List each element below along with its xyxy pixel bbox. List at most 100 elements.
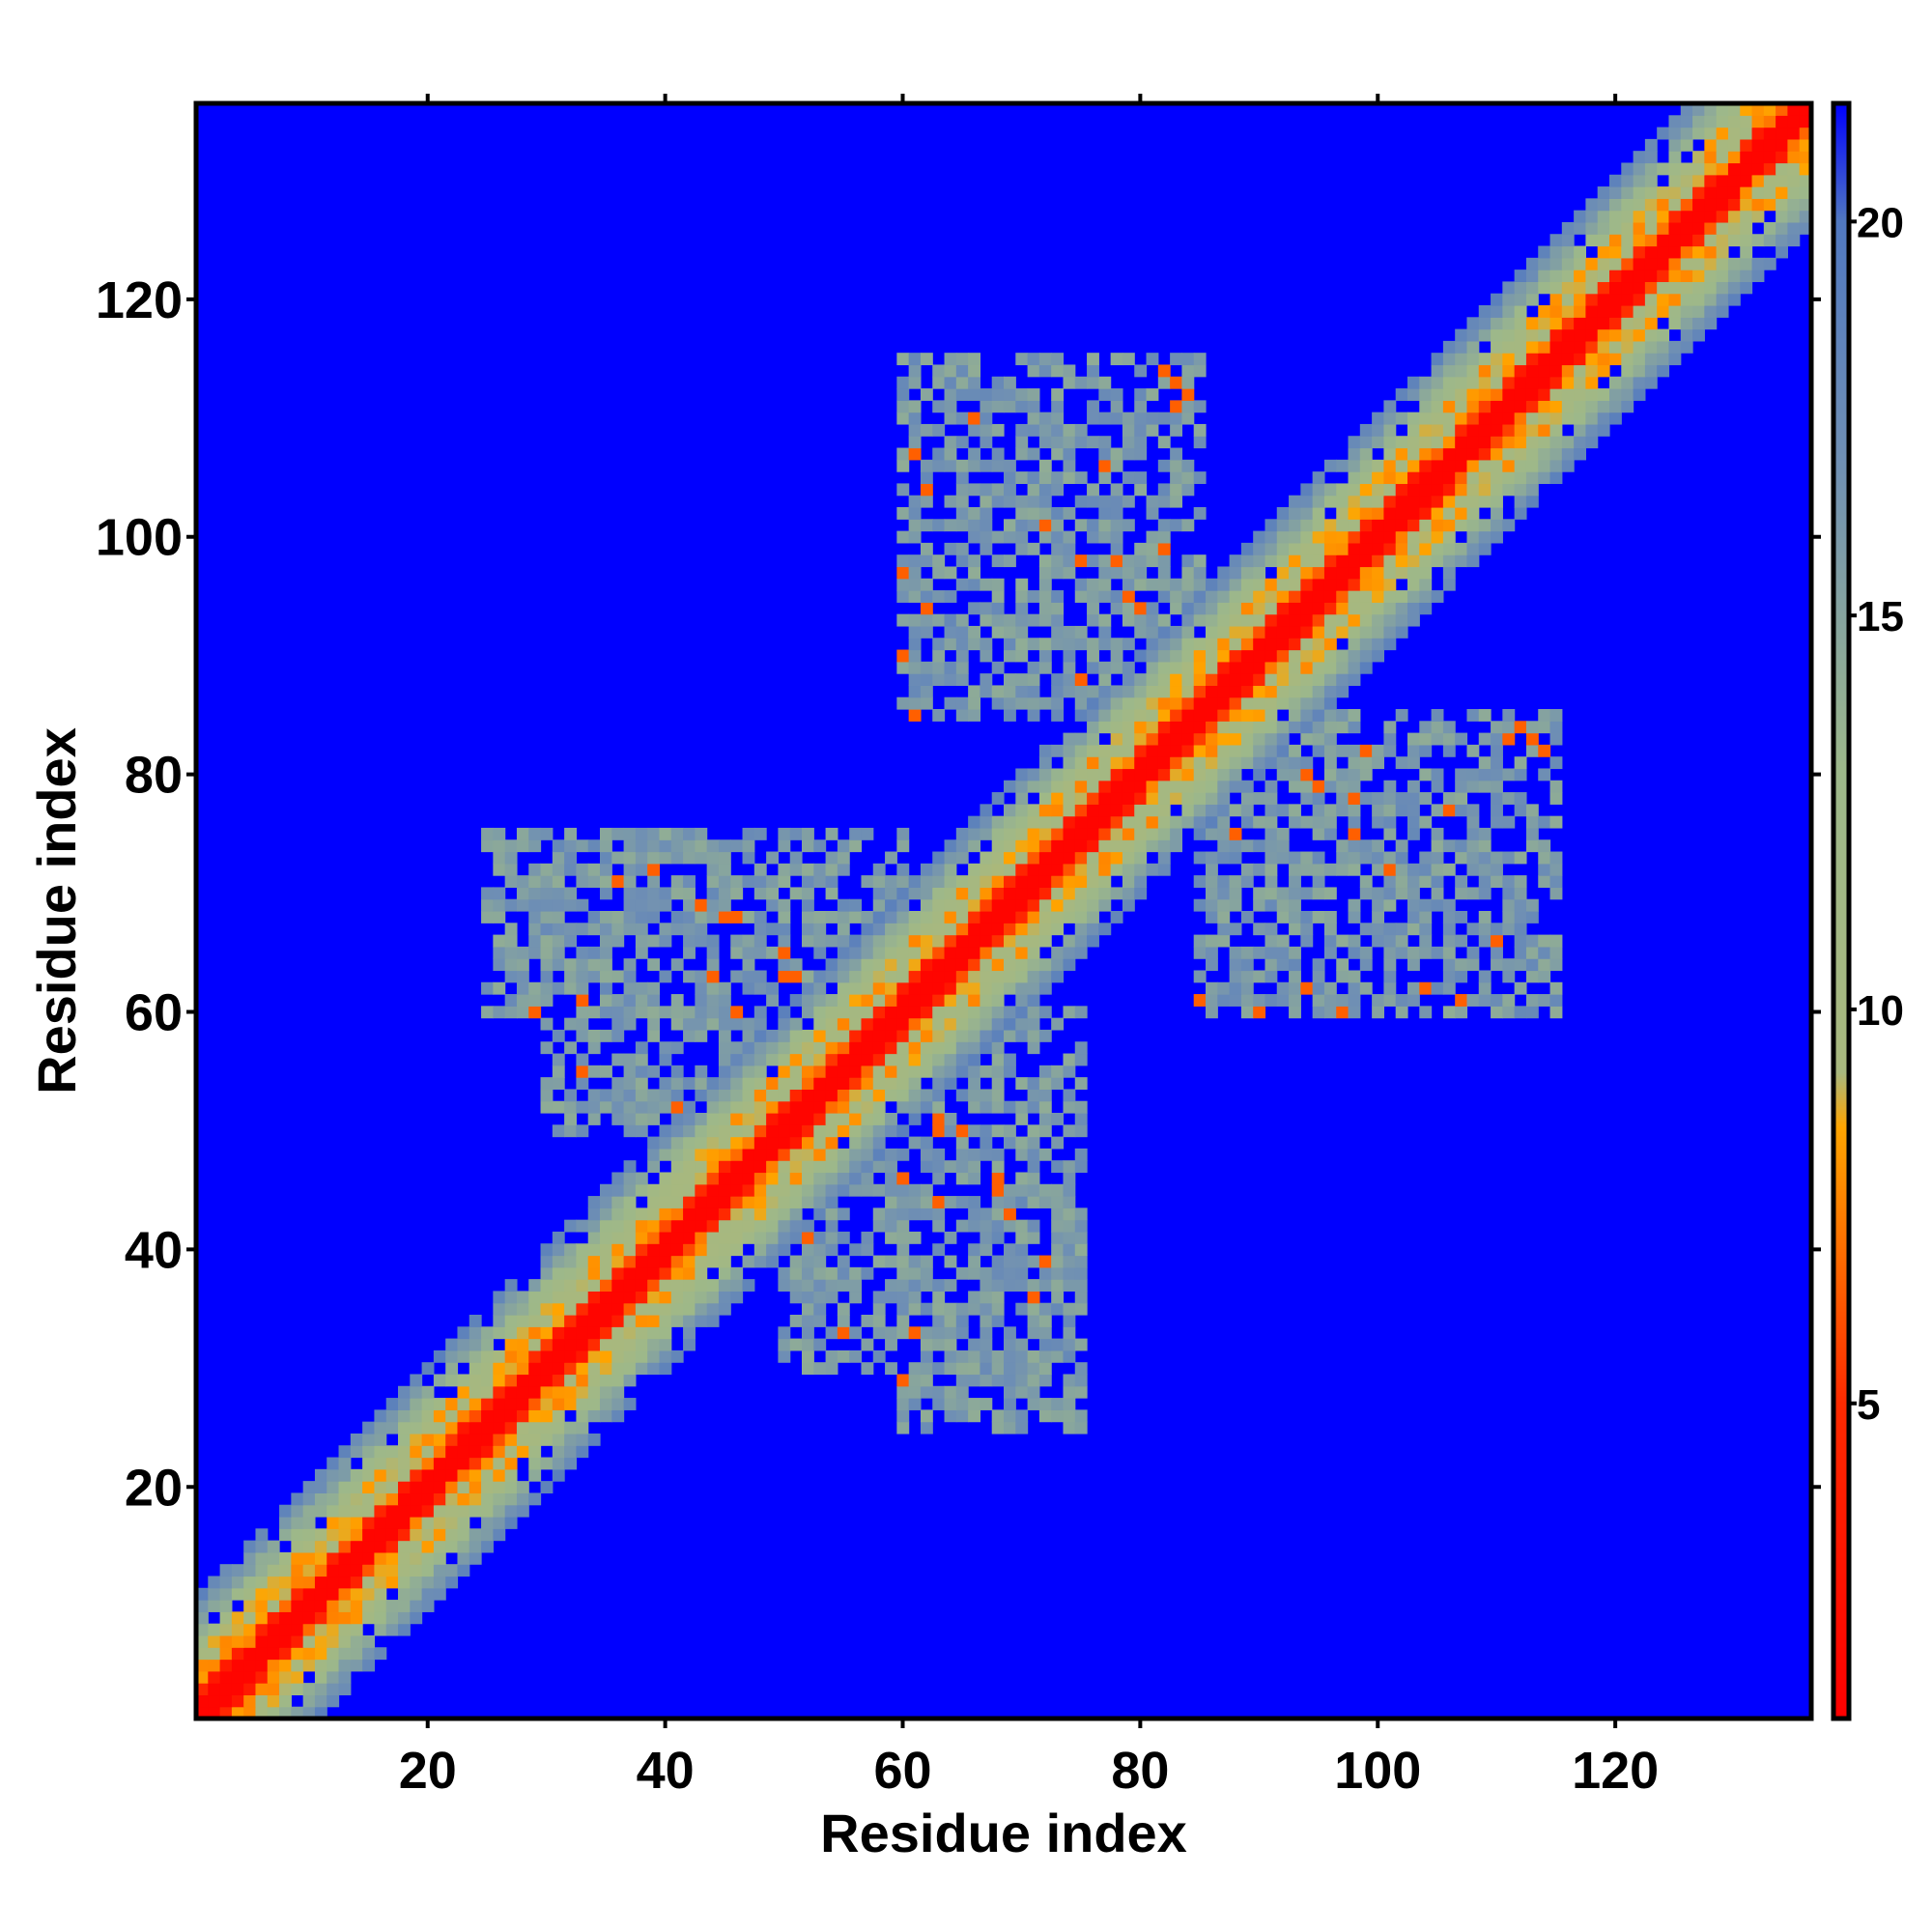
heatmap-cell	[1549, 1006, 1563, 1019]
heatmap-cell	[1206, 768, 1218, 781]
heatmap-cell	[778, 1231, 791, 1244]
heatmap-cell	[374, 1611, 387, 1625]
heatmap-cell	[1181, 376, 1195, 389]
heatmap-cell	[789, 1183, 803, 1197]
heatmap-cell	[1763, 174, 1776, 187]
heatmap-cell	[825, 1100, 838, 1114]
heatmap-cell	[1074, 815, 1088, 829]
heatmap-cell	[968, 1100, 981, 1114]
heatmap-cell	[576, 1350, 589, 1363]
heatmap-cell	[1015, 898, 1029, 912]
heatmap-cell	[1206, 732, 1218, 746]
heatmap-cell	[968, 530, 981, 544]
heatmap-cell	[1134, 792, 1148, 805]
heatmap-cell	[1206, 946, 1218, 959]
heatmap-cell	[600, 1326, 612, 1340]
heatmap-cell	[659, 839, 672, 853]
heatmap-cell	[196, 1694, 209, 1708]
heatmap-cell	[1348, 709, 1361, 722]
heatmap-cell	[1027, 1302, 1040, 1316]
heatmap-cell	[932, 1291, 946, 1304]
heatmap-cell	[1170, 638, 1183, 651]
heatmap-cell	[1217, 685, 1231, 698]
heatmap-cell	[695, 1113, 708, 1125]
heatmap-cell	[908, 958, 922, 972]
heatmap-cell	[1407, 898, 1420, 912]
heatmap-cell	[1431, 721, 1444, 734]
heatmap-cell	[742, 1196, 755, 1208]
heatmap-cell	[1466, 744, 1480, 757]
heatmap-cell	[908, 709, 922, 722]
heatmap-cell	[1051, 1136, 1065, 1150]
heatmap-cell	[885, 946, 897, 959]
heatmap-cell	[885, 934, 897, 948]
heatmap-cell	[1074, 1148, 1088, 1161]
heatmap-cell	[1038, 696, 1052, 710]
heatmap-cell	[1716, 210, 1729, 223]
heatmap-cell	[1668, 293, 1682, 306]
heatmap-cell	[647, 1315, 661, 1327]
heatmap-cell	[1253, 685, 1266, 698]
heatmap-cell	[1087, 661, 1099, 674]
heatmap-cell	[1289, 530, 1301, 544]
heatmap-cell	[706, 1160, 720, 1174]
heatmap-cell	[1455, 732, 1468, 746]
heatmap-cell	[1217, 744, 1231, 757]
heatmap-cell	[1751, 174, 1765, 187]
heatmap-cell	[1538, 471, 1551, 485]
heatmap-cell	[1098, 566, 1112, 580]
heatmap-cell	[1051, 1338, 1065, 1351]
heatmap-cell	[1692, 245, 1705, 259]
heatmap-cell	[968, 1219, 981, 1233]
heatmap-cell	[647, 1266, 661, 1280]
heatmap-cell	[1098, 839, 1112, 853]
heatmap-cell	[1348, 756, 1361, 770]
heatmap-cell	[1087, 696, 1099, 710]
heatmap-cell	[385, 1457, 399, 1470]
heatmap-cell	[1038, 1302, 1052, 1316]
heatmap-cell	[1051, 1017, 1065, 1031]
heatmap-cell	[587, 1385, 601, 1399]
heatmap-cell	[1597, 423, 1610, 437]
heatmap-cell	[1442, 447, 1456, 461]
heatmap-cell	[1015, 436, 1029, 449]
heatmap-cell	[1455, 851, 1468, 865]
heatmap-cell	[695, 1065, 708, 1078]
heatmap-cell	[1206, 827, 1218, 840]
heatmap-cell	[861, 1053, 874, 1066]
heatmap-cell	[849, 1006, 863, 1019]
heatmap-cell	[849, 1136, 863, 1150]
heatmap-cell	[1300, 625, 1314, 639]
heatmap-cell	[1491, 507, 1503, 520]
heatmap-cell	[753, 1100, 767, 1114]
heatmap-cell	[1431, 863, 1444, 876]
heatmap-cell	[398, 1551, 411, 1565]
heatmap-cell	[1206, 696, 1218, 710]
heatmap-cell	[516, 887, 529, 900]
heatmap-cell	[421, 1433, 435, 1446]
heatmap-cell	[955, 851, 969, 865]
heatmap-cell	[1692, 198, 1705, 212]
heatmap-cell	[1621, 340, 1634, 354]
heatmap-cell	[1276, 839, 1290, 853]
heatmap-cell	[1478, 376, 1492, 389]
heatmap-cell	[611, 994, 625, 1007]
heatmap-cell	[1051, 638, 1065, 651]
heatmap-cell	[1206, 721, 1218, 734]
heatmap-cell	[872, 1065, 886, 1078]
heatmap-cell	[374, 1445, 387, 1459]
heatmap-cell	[802, 1113, 814, 1125]
heatmap-cell	[980, 958, 993, 972]
heatmap-cell	[1300, 911, 1314, 923]
heatmap-cell	[1348, 851, 1361, 865]
heatmap-cell	[457, 1540, 470, 1553]
heatmap-cell	[1751, 270, 1765, 283]
heatmap-cell	[1087, 911, 1099, 923]
heatmap-cell	[1015, 530, 1029, 544]
heatmap-cell	[1668, 257, 1682, 270]
heatmap-cell	[1478, 981, 1492, 995]
heatmap-cell	[718, 1041, 731, 1055]
heatmap-cell	[576, 1053, 589, 1066]
heatmap-cell	[683, 1255, 696, 1268]
heatmap-cell	[1038, 649, 1052, 663]
